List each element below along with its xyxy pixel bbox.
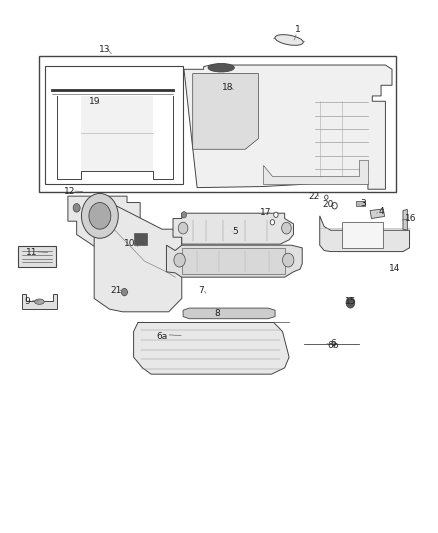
FancyBboxPatch shape (342, 222, 383, 248)
Polygon shape (403, 209, 407, 230)
Text: 4: 4 (378, 207, 384, 216)
Circle shape (332, 203, 337, 209)
Polygon shape (184, 65, 392, 189)
Circle shape (89, 203, 111, 229)
Polygon shape (18, 246, 56, 266)
Text: 6a: 6a (156, 333, 168, 341)
Ellipse shape (208, 63, 234, 72)
Polygon shape (68, 196, 140, 246)
Circle shape (346, 297, 355, 308)
Circle shape (282, 222, 291, 234)
Text: 19: 19 (89, 98, 101, 106)
FancyBboxPatch shape (45, 66, 183, 184)
FancyBboxPatch shape (39, 56, 396, 192)
Circle shape (121, 288, 127, 296)
Text: 3: 3 (360, 199, 367, 208)
Ellipse shape (275, 35, 303, 45)
Text: 1: 1 (295, 25, 301, 34)
Text: 16: 16 (405, 214, 416, 223)
Text: 18: 18 (222, 83, 233, 92)
Text: 11: 11 (26, 248, 38, 257)
Text: 6: 6 (330, 340, 336, 348)
Polygon shape (94, 195, 182, 312)
Text: 21: 21 (110, 286, 122, 295)
Polygon shape (166, 245, 302, 277)
Polygon shape (193, 74, 258, 149)
Circle shape (174, 253, 185, 267)
Ellipse shape (35, 299, 44, 304)
Text: 5: 5 (233, 228, 239, 236)
Text: 20: 20 (323, 200, 334, 209)
Text: 22: 22 (309, 192, 320, 200)
Text: 8: 8 (214, 309, 220, 318)
Circle shape (178, 222, 188, 234)
Text: 7: 7 (198, 286, 205, 295)
Polygon shape (134, 322, 289, 374)
Polygon shape (320, 216, 410, 252)
Circle shape (270, 220, 275, 225)
Polygon shape (183, 308, 275, 319)
Text: 12: 12 (64, 188, 76, 196)
Polygon shape (370, 209, 385, 219)
Circle shape (73, 204, 80, 212)
Circle shape (325, 195, 328, 199)
Polygon shape (263, 160, 368, 184)
Polygon shape (81, 96, 153, 171)
Polygon shape (22, 294, 57, 309)
Text: 6b: 6b (327, 341, 339, 350)
Circle shape (81, 193, 118, 238)
Text: 9: 9 (25, 297, 31, 306)
Text: 17: 17 (260, 208, 272, 216)
Text: 15: 15 (345, 297, 356, 305)
Text: 14: 14 (389, 264, 400, 272)
Polygon shape (173, 213, 293, 244)
Text: 13: 13 (99, 45, 110, 53)
Bar (134, 233, 147, 245)
Circle shape (274, 212, 278, 217)
Polygon shape (182, 248, 285, 274)
Text: 10: 10 (124, 239, 135, 248)
Polygon shape (356, 201, 365, 206)
Circle shape (283, 253, 294, 267)
Circle shape (181, 212, 187, 218)
